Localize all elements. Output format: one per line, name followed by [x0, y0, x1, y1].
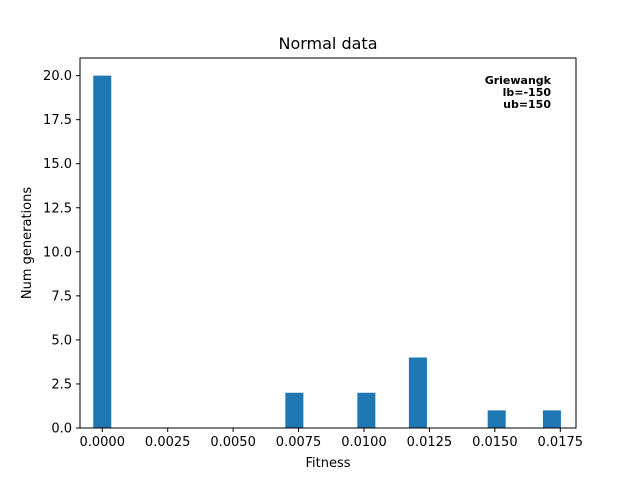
- y-tick-label-2: 5.0: [51, 333, 72, 348]
- annotation-line-2: ub=150: [503, 98, 551, 111]
- bar-2: [357, 392, 376, 428]
- y-tick-label-0: 0.0: [51, 422, 72, 437]
- plot-frame: [79, 57, 577, 429]
- x-tick-label-4: 0.0100: [341, 435, 387, 450]
- x-tick-label-5: 0.0125: [407, 435, 453, 450]
- bar-5: [542, 410, 561, 428]
- annotation-line-0: Griewangk: [485, 74, 552, 87]
- y-tick-label-3: 7.5: [51, 289, 72, 304]
- chart-title: Normal data: [278, 34, 377, 53]
- bar-3: [408, 357, 427, 428]
- x-tick-label-0: 0.0000: [79, 435, 125, 450]
- bar-1: [285, 392, 304, 428]
- y-axis-ticks: 0.0 2.5 5.0 7.5 10.0 12.5 15.0 17.5 20.0: [43, 69, 80, 437]
- x-tick-label-2: 0.0050: [210, 435, 256, 450]
- bar-4: [487, 410, 506, 428]
- y-tick-label-8: 20.0: [43, 69, 72, 84]
- x-tick-label-6: 0.0150: [472, 435, 518, 450]
- y-tick-label-7: 17.5: [43, 113, 72, 128]
- x-tick-label-7: 0.0175: [538, 435, 584, 450]
- x-tick-label-1: 0.0025: [145, 435, 191, 450]
- annotation-line-1: lb=-150: [503, 86, 552, 99]
- y-tick-label-4: 10.0: [43, 245, 72, 260]
- y-tick-label-1: 2.5: [51, 377, 72, 392]
- x-axis-ticks: 0.0000 0.0025 0.0050 0.0075 0.0100 0.0125 0.01…: [79, 428, 583, 450]
- bars: [93, 75, 561, 428]
- y-tick-label-6: 15.0: [43, 157, 72, 172]
- bar-0: [93, 75, 112, 428]
- y-axis-title: Num generations: [20, 187, 35, 299]
- x-tick-label-3: 0.0075: [276, 435, 322, 450]
- y-tick-label-5: 12.5: [43, 201, 72, 216]
- x-axis-title: Fitness: [305, 456, 350, 471]
